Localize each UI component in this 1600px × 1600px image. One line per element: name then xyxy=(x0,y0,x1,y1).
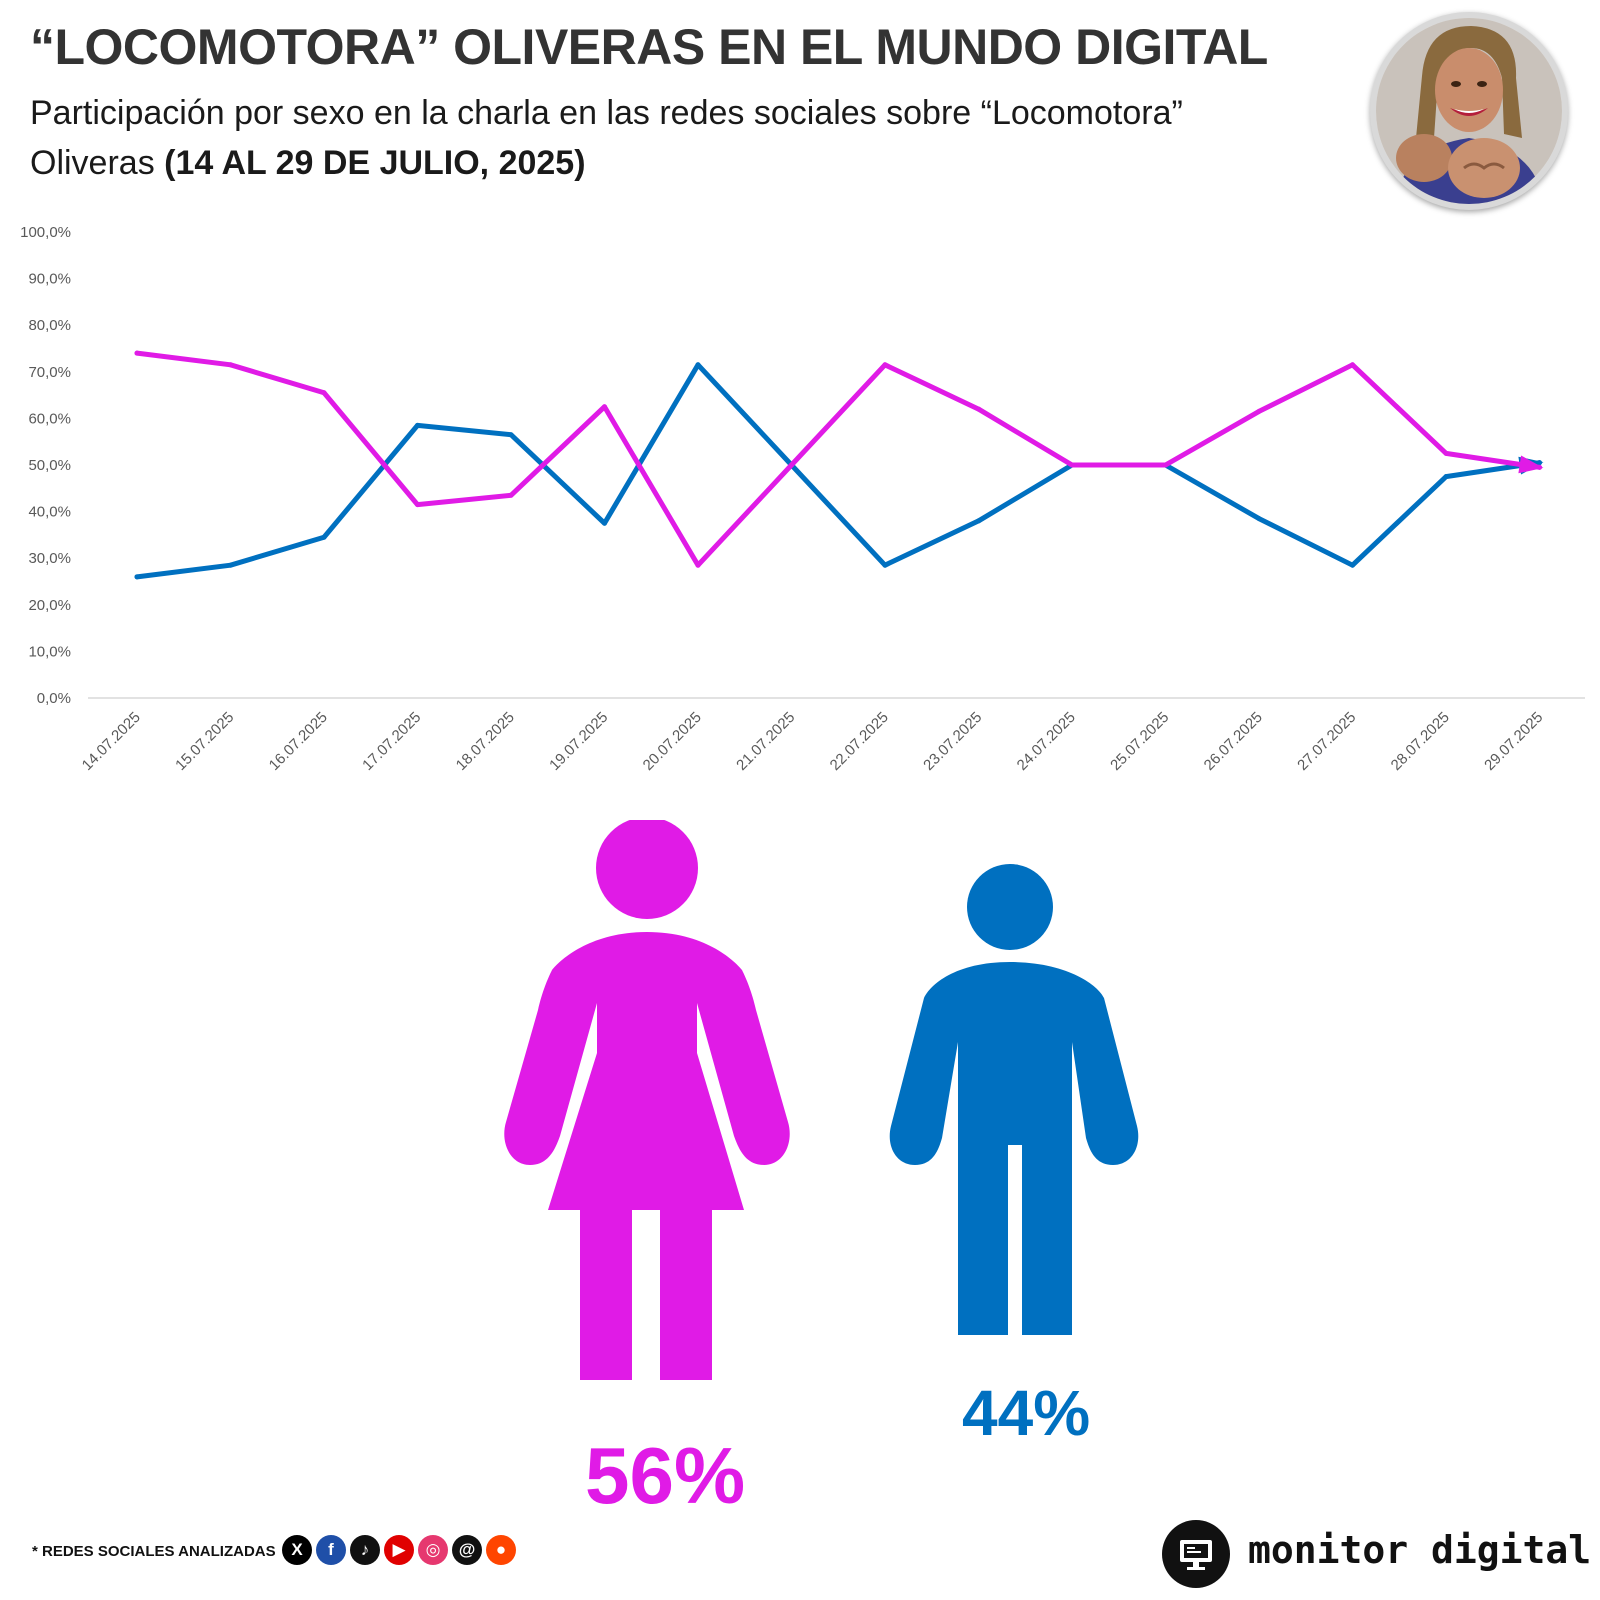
data-point-mujeres xyxy=(134,350,140,356)
data-point-hombres xyxy=(228,562,233,568)
x-tick-label: 27.07.2025 xyxy=(1294,709,1359,774)
youtube-icon: ▶ xyxy=(384,1535,414,1565)
x-tick-label: 28.07.2025 xyxy=(1388,709,1453,774)
male-percentage: 44% xyxy=(962,1377,1091,1449)
y-tick-label: 20,0% xyxy=(28,597,71,614)
x-tick-label: 14.07.2025 xyxy=(79,709,144,774)
monitor-glyph xyxy=(1180,1540,1212,1570)
subtitle-date-range: (14 AL 29 DE JULIO, 2025) xyxy=(164,144,586,182)
y-tick-label: 60,0% xyxy=(28,410,71,427)
x-icon: X xyxy=(282,1535,312,1565)
facebook-icon: f xyxy=(316,1535,346,1565)
x-tick-label: 20.07.2025 xyxy=(640,709,705,774)
data-point-hombres xyxy=(1350,562,1355,568)
social-networks-label: * REDES SOCIALES ANALIZADAS xyxy=(32,1543,276,1560)
x-tick-label: 16.07.2025 xyxy=(266,709,331,774)
y-tick-label: 70,0% xyxy=(28,364,71,381)
x-tick-label: 17.07.2025 xyxy=(359,709,424,774)
data-point-mujeres xyxy=(228,362,233,368)
data-point-hombres xyxy=(1443,474,1449,480)
data-point-hombres xyxy=(1256,516,1262,522)
x-tick-label: 21.07.2025 xyxy=(733,709,798,774)
reddit-icon: ● xyxy=(486,1535,516,1565)
data-point-hombres xyxy=(695,362,701,368)
x-tick-label: 18.07.2025 xyxy=(453,709,518,774)
female-figure-icon xyxy=(504,820,790,1380)
x-tick-label: 24.07.2025 xyxy=(1014,709,1079,774)
gender-participation-line-chart: 0,0% 10,0% 20,0% 30,0% 40,0% 50,0% 60,0% 70,0% 8… xyxy=(20,224,1585,774)
data-point-mujeres xyxy=(1443,450,1449,456)
x-tick-label: 15.07.2025 xyxy=(172,709,237,774)
data-point-mujeres xyxy=(415,502,420,508)
series-arrow-mujeres xyxy=(1518,455,1544,474)
data-point-hombres xyxy=(321,534,327,540)
brand-name: monitor digital xyxy=(1248,1528,1592,1572)
data-point-hombres xyxy=(1537,460,1542,466)
data-point-hombres xyxy=(134,574,140,580)
data-point-mujeres xyxy=(1163,462,1168,468)
data-point-mujeres xyxy=(1256,408,1262,414)
data-point-hombres xyxy=(508,432,514,438)
x-tick-label: 23.07.2025 xyxy=(920,709,985,774)
gender-pictograms xyxy=(504,820,1139,1380)
boxer-portrait-image xyxy=(1376,18,1562,204)
monitor-icon xyxy=(1162,1520,1230,1588)
data-point-mujeres xyxy=(789,462,794,468)
data-point-mujeres xyxy=(321,390,327,396)
data-point-mujeres xyxy=(695,562,701,568)
y-tick-label: 10,0% xyxy=(28,643,71,660)
y-tick-label: 0,0% xyxy=(37,690,71,707)
y-tick-label: 40,0% xyxy=(28,504,71,521)
page-subtitle: Participación por sexo en la charla en l… xyxy=(30,88,1310,188)
data-point-mujeres xyxy=(976,406,981,412)
y-tick-label: 90,0% xyxy=(28,271,71,288)
female-percentage: 56% xyxy=(585,1431,746,1520)
data-point-hombres xyxy=(415,422,420,428)
data-point-mujeres xyxy=(1350,362,1355,368)
y-tick-label: 30,0% xyxy=(28,550,71,567)
x-tick-label: 26.07.2025 xyxy=(1201,709,1266,774)
y-tick-label: 80,0% xyxy=(28,317,71,334)
tiktok-icon: ♪ xyxy=(350,1535,380,1565)
data-point-mujeres xyxy=(1069,462,1075,468)
data-point-hombres xyxy=(882,562,888,568)
data-point-hombres xyxy=(976,518,981,524)
y-tick-label: 100,0% xyxy=(20,224,71,241)
page-title: “LOCOMOTORA” OLIVERAS EN EL MUNDO DIGITA… xyxy=(30,19,1268,75)
x-tick-label: 25.07.2025 xyxy=(1107,709,1172,774)
data-point-hombres xyxy=(602,520,607,526)
x-tick-label: 22.07.2025 xyxy=(827,709,892,774)
data-point-mujeres xyxy=(1537,464,1542,470)
instagram-icon: ◎ xyxy=(418,1535,448,1565)
data-point-mujeres xyxy=(882,362,888,368)
series-line-hombres xyxy=(134,362,1542,580)
x-tick-label: 29.07.2025 xyxy=(1481,709,1546,774)
subtitle-text: Participación por sexo en la charla en l… xyxy=(30,94,1183,182)
profile-photo xyxy=(1370,12,1568,210)
y-tick-label: 50,0% xyxy=(28,457,71,474)
data-point-mujeres xyxy=(508,492,514,498)
male-figure-icon xyxy=(889,864,1139,1335)
series-line-mujeres xyxy=(134,350,1542,568)
x-tick-label: 19.07.2025 xyxy=(546,709,611,774)
threads-icon: @ xyxy=(452,1535,482,1565)
data-point-mujeres xyxy=(602,404,607,410)
